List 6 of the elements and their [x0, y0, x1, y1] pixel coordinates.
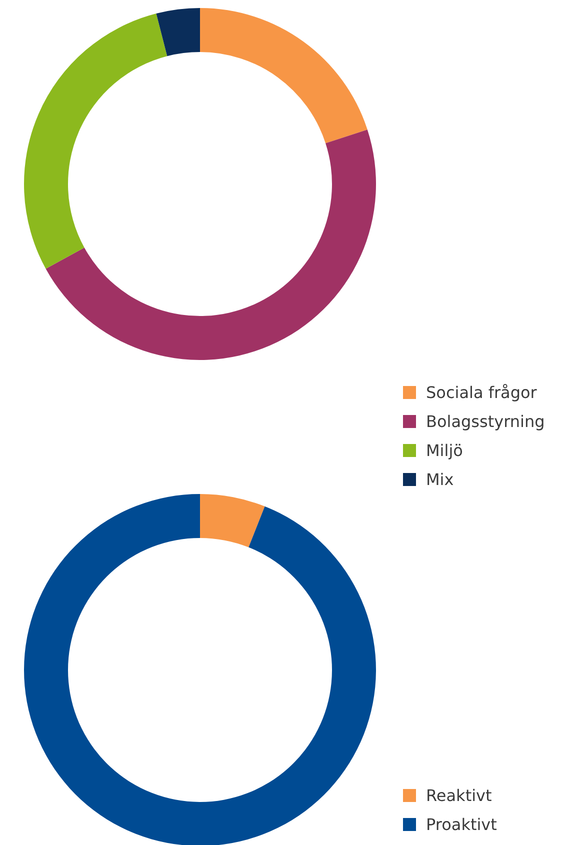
legend-label: Reaktivt	[426, 786, 492, 805]
legend-label: Bolagsstyrning	[426, 412, 545, 431]
legend-label: Sociala frågor	[426, 383, 537, 402]
legend-label: Mix	[426, 470, 454, 489]
legend-label: Proaktivt	[426, 815, 497, 834]
legend-label: Miljö	[426, 441, 463, 460]
